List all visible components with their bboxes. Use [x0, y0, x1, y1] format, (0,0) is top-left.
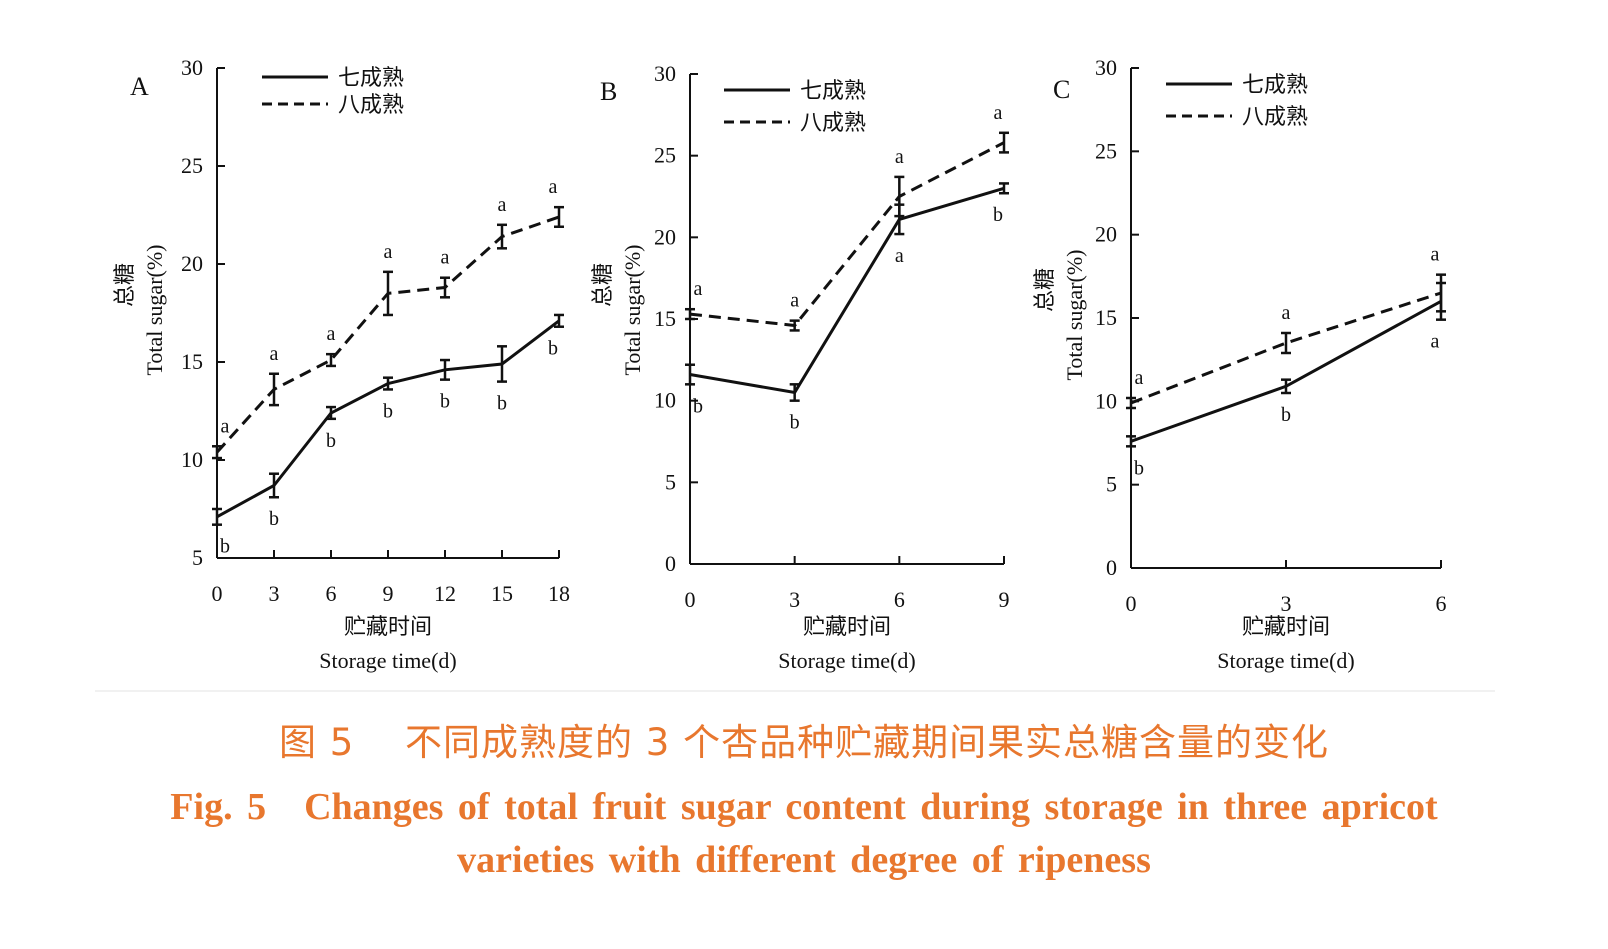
panel-c-sig-letter-lower: b — [1281, 404, 1291, 426]
panel-a-x-tick-label: 0 — [212, 581, 223, 606]
panel-b-sig-letter-lower: b — [790, 412, 800, 434]
panel-c-legend-label-1: 七成熟 — [1242, 73, 1308, 98]
panel-c-y-tick-label: 0 — [1106, 555, 1117, 580]
panel-c-sig-letter-upper: a — [1282, 302, 1291, 324]
panel-c-sig-letter-lower: b — [1134, 457, 1144, 479]
panel-a-sig-letter-lower: b — [440, 391, 450, 413]
panel-b-series-1-line — [689, 186, 1005, 395]
panel-b-y-tick-label: 15 — [654, 306, 676, 331]
panel-a-x-tick-label: 18 — [548, 581, 570, 606]
panel-b-sig-letter-lower: a — [895, 245, 904, 267]
panel-b-sig-letter-upper: a — [895, 146, 904, 168]
panel-a-sig-letter-lower: b — [269, 508, 279, 530]
panel-b-sig-letter-upper: a — [790, 290, 799, 312]
panel-b-sig-letter-lower: b — [693, 395, 703, 417]
panel-c-x-tick-label: 6 — [1436, 591, 1447, 616]
panel-a-x-tick-label: 9 — [383, 581, 394, 606]
panel-b-y-tick-label: 0 — [665, 551, 676, 576]
figure-caption-chinese: 图 5 不同成熟度的 3 个杏品种贮藏期间果实总糖含量的变化 — [278, 721, 1330, 764]
panel-a-sig-letter-lower: b — [326, 430, 336, 452]
panel-b-y-tick-label: 5 — [665, 469, 676, 494]
panel-a-x-tick-label: 15 — [491, 581, 513, 606]
panel-a-label: A — [130, 72, 149, 101]
panel-a-x-tick-label: 3 — [269, 581, 280, 606]
panel-a-sig-letter-upper: a — [441, 247, 450, 269]
caption-separator — [95, 690, 1495, 692]
panel-c-y-axis-label-zh: 总糖 — [1033, 268, 1058, 312]
panel-c-y-tick-label: 5 — [1106, 472, 1117, 497]
panel-a-sig-letter-upper: a — [270, 343, 279, 365]
panel-b-series-2-line — [689, 141, 1005, 328]
panel-a-y-tick-label: 30 — [181, 55, 203, 80]
panel-a-sig-letter-upper: a — [221, 415, 230, 437]
panel-c-series-2-line — [1130, 291, 1442, 405]
panel-b-x-axis-label-zh: 贮藏时间 — [803, 615, 891, 640]
panel-c-y-tick-label: 30 — [1095, 55, 1117, 80]
panel-b-label: B — [600, 77, 617, 106]
panel-c-sig-letter-upper: a — [1431, 244, 1440, 266]
panel-b-y-tick-label: 25 — [654, 143, 676, 168]
panel-a-x-axis-label-en: Storage time(d) — [319, 648, 456, 673]
panel-c-x-axis-label-zh: 贮藏时间 — [1242, 615, 1330, 640]
panel-b-sig-letter-upper: a — [994, 102, 1003, 124]
panel-b-legend-label-1: 七成熟 — [800, 79, 866, 104]
panel-c-sig-letter-lower: a — [1431, 331, 1440, 353]
panel-c-y-tick-label: 15 — [1095, 305, 1117, 330]
panel-a-sig-letter-lower: b — [383, 400, 393, 422]
panel-c-sig-letter-upper: a — [1135, 367, 1144, 389]
panel-a-legend-label-2: 八成熟 — [338, 93, 404, 118]
panel-a-y-axis-label-zh: 总糖 — [113, 263, 138, 307]
panel-b-x-tick-label: 9 — [999, 587, 1010, 612]
panel-c-y-tick-label: 10 — [1095, 388, 1117, 413]
panel-c-legend-label-2: 八成熟 — [1242, 105, 1308, 130]
panel-b-y-tick-label: 10 — [654, 388, 676, 413]
panel-a-y-tick-label: 20 — [181, 251, 203, 276]
panel-c-x-tick-label: 0 — [1126, 591, 1137, 616]
panel-b-legend-label-2: 八成熟 — [800, 111, 866, 136]
panel-a-y-tick-label: 10 — [181, 447, 203, 472]
panel-a-x-tick-label: 6 — [326, 581, 337, 606]
panel-c-y-tick-label: 25 — [1095, 138, 1117, 163]
panel-a-sig-letter-upper: a — [384, 241, 393, 263]
panel-b-x-tick-label: 6 — [894, 587, 905, 612]
panel-a-sig-letter-upper: a — [549, 176, 558, 198]
panel-b-y-tick-label: 20 — [654, 224, 676, 249]
panel-c-x-axis-label-en: Storage time(d) — [1217, 648, 1354, 673]
panel-a-y-tick-label: 25 — [181, 153, 203, 178]
panel-a-x-tick-label: 12 — [434, 581, 456, 606]
panel-b-sig-letter-lower: b — [993, 204, 1003, 226]
panel-c-y-axis-label-en: Total sugar(%) — [1062, 249, 1087, 380]
panel-c-x-tick-label: 3 — [1281, 591, 1292, 616]
panel-b-y-axis-label-zh: 总糖 — [591, 263, 616, 307]
panel-a-y-axis-label-en: Total sugar(%) — [142, 244, 167, 375]
figure-caption-english-line1: Fig. 5 Changes of total fruit sugar cont… — [170, 786, 1438, 828]
panel-b-x-tick-label: 0 — [685, 587, 696, 612]
panel-a-y-tick-label: 15 — [181, 349, 203, 374]
panel-b-x-tick-label: 3 — [789, 587, 800, 612]
panel-b-y-tick-label: 30 — [654, 61, 676, 86]
panel-a-sig-letter-lower: b — [548, 338, 558, 360]
panel-a-sig-letter-lower: b — [220, 536, 230, 558]
panel-a-sig-letter-upper: a — [498, 194, 507, 216]
panel-c-label: C — [1053, 75, 1070, 104]
panel-b-y-axis-label-en: Total sugar(%) — [620, 244, 645, 375]
panel-a-sig-letter-lower: b — [497, 393, 507, 415]
panel-a-legend-label-1: 七成熟 — [338, 66, 404, 91]
panel-a-sig-letter-upper: a — [327, 323, 336, 345]
panel-b-sig-letter-upper: a — [694, 278, 703, 300]
figure-caption-english-line2: varieties with different degree of ripen… — [457, 839, 1151, 881]
panel-a-x-axis-label-zh: 贮藏时间 — [344, 615, 432, 640]
panel-a-y-tick-label: 5 — [192, 545, 203, 570]
panel-b-x-axis-label-en: Storage time(d) — [778, 648, 915, 673]
panel-c-y-tick-label: 20 — [1095, 222, 1117, 247]
